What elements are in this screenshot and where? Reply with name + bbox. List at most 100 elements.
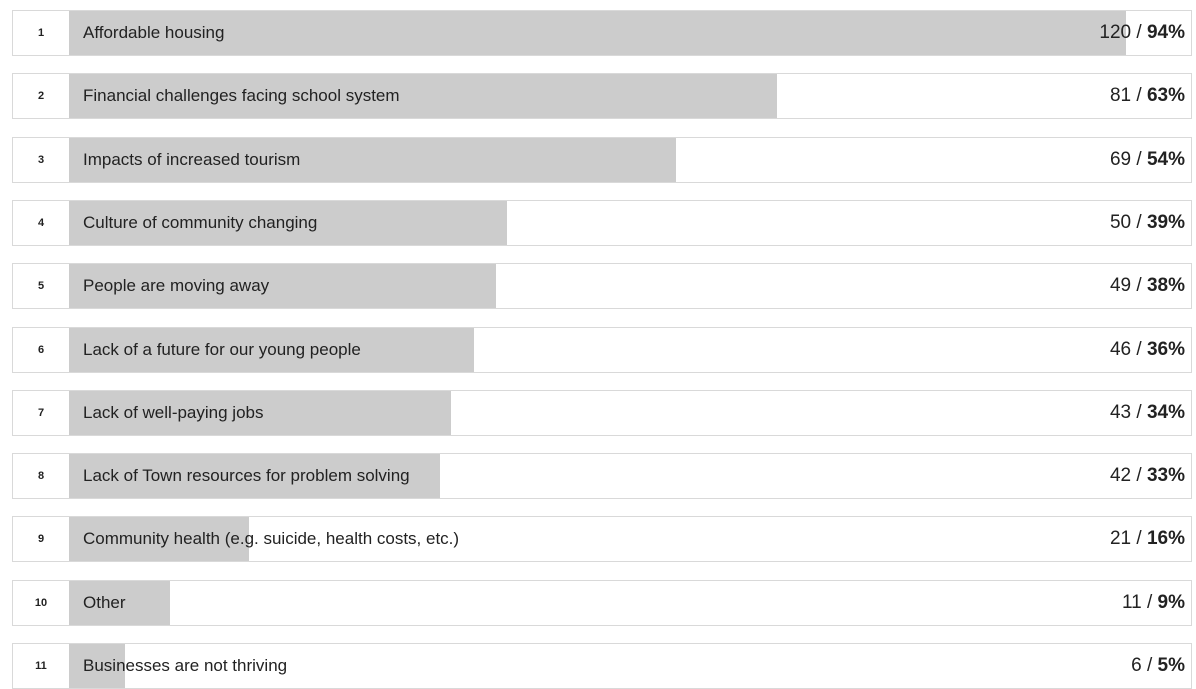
rank-number: 10	[34, 597, 48, 609]
chart-row: 7 Lack of well-paying jobs 43 / 34%	[12, 390, 1192, 436]
rank-number: 4	[37, 217, 45, 229]
count-value: 6	[1131, 655, 1142, 676]
bar	[69, 74, 777, 118]
rank-number: 7	[37, 407, 45, 419]
chart-row: 9 Community health (e.g. suicide, health …	[12, 516, 1192, 562]
separator: /	[1131, 528, 1147, 549]
bar-label: Lack of Town resources for problem solvi…	[83, 466, 410, 485]
bar	[69, 644, 125, 688]
percent-value: 33%	[1146, 465, 1185, 486]
bar	[69, 454, 440, 498]
bar-label: Businesses are not thriving	[83, 656, 288, 675]
data-label: 43 / 34%	[1110, 391, 1185, 435]
count-value: 120	[1099, 22, 1132, 43]
data-label: 49 / 38%	[1110, 264, 1185, 308]
chart-row: 3 Impacts of increased tourism 69 / 54%	[12, 137, 1192, 183]
bar	[69, 138, 676, 182]
rank-number: 9	[37, 533, 45, 545]
chart-row: 1 Affordable housing 120 / 94%	[12, 10, 1192, 56]
chart-row: 6 Lack of a future for our young people 46…	[12, 327, 1192, 373]
bar-area: People are moving away 49 / 38%	[69, 264, 1191, 308]
count-value: 81	[1109, 85, 1132, 106]
data-label: 11 / 9%	[1122, 581, 1185, 625]
rank-number: 2	[37, 90, 45, 102]
data-label: 69 / 54%	[1110, 138, 1185, 182]
percent-value: 36%	[1146, 339, 1185, 360]
bar	[69, 201, 507, 245]
data-label: 46 / 36%	[1110, 328, 1185, 372]
bar-area: Other 11 / 9%	[69, 581, 1191, 625]
bar-area: Financial challenges facing school syste…	[69, 74, 1191, 118]
separator: /	[1131, 402, 1147, 423]
bar-area: Businesses are not thriving 6 / 5%	[69, 644, 1191, 688]
bar-area: Impacts of increased tourism 69 / 54%	[69, 138, 1191, 182]
bar-area: Lack of well-paying jobs 43 / 34%	[69, 391, 1191, 435]
data-label: 50 / 39%	[1110, 201, 1185, 245]
chart-row: 8 Lack of Town resources for problem solv…	[12, 453, 1192, 499]
percent-value: 39%	[1146, 212, 1185, 233]
count-value: 69	[1109, 149, 1132, 170]
bar	[69, 11, 1126, 55]
count-value: 42	[1109, 465, 1132, 486]
bar-area: Lack of Town resources for problem solvi…	[69, 454, 1191, 498]
percent-value: 9%	[1157, 592, 1185, 613]
percent-value: 94%	[1146, 22, 1185, 43]
percent-value: 54%	[1146, 149, 1185, 170]
separator: /	[1141, 655, 1158, 676]
bar-label: Other	[83, 593, 126, 612]
bar-label: Affordable housing	[83, 23, 225, 42]
separator: /	[1131, 465, 1147, 486]
separator: /	[1131, 85, 1147, 106]
separator: /	[1131, 22, 1147, 43]
data-label: 6 / 5%	[1131, 644, 1185, 688]
percent-value: 34%	[1146, 402, 1185, 423]
separator: /	[1131, 275, 1147, 296]
bar	[69, 391, 451, 435]
separator: /	[1131, 212, 1147, 233]
rank-number: 8	[37, 470, 45, 482]
data-label: 21 / 16%	[1110, 517, 1185, 561]
data-label: 120 / 94%	[1099, 11, 1185, 55]
bar-label: Lack of a future for our young people	[83, 340, 361, 359]
count-value: 11	[1121, 592, 1142, 613]
bar-area: Affordable housing 120 / 94%	[69, 11, 1191, 55]
count-value: 43	[1109, 402, 1132, 423]
chart-row: 2 Financial challenges facing school syst…	[12, 73, 1192, 119]
percent-value: 63%	[1146, 85, 1185, 106]
bar-label: Lack of well-paying jobs	[83, 403, 264, 422]
data-label: 42 / 33%	[1110, 454, 1185, 498]
separator: /	[1131, 149, 1147, 170]
count-value: 21	[1109, 528, 1132, 549]
chart-row: 4 Culture of community changing 50 / 39%	[12, 200, 1192, 246]
bar	[69, 581, 170, 625]
rank-number: 11	[35, 660, 47, 672]
separator: /	[1131, 339, 1147, 360]
bar-label: Culture of community changing	[83, 213, 318, 232]
bar	[69, 517, 249, 561]
chart-row: 5 People are moving away 49 / 38%	[12, 263, 1192, 309]
percent-value: 5%	[1157, 655, 1185, 676]
percent-value: 38%	[1146, 275, 1185, 296]
percent-value: 16%	[1146, 528, 1185, 549]
rank-number: 3	[37, 154, 45, 166]
bar	[69, 328, 474, 372]
rank-number: 5	[37, 280, 45, 292]
rank-number: 6	[37, 344, 45, 356]
bar-area: Culture of community changing 50 / 39%	[69, 201, 1191, 245]
data-label: 81 / 63%	[1110, 74, 1185, 118]
bar-label: Impacts of increased tourism	[83, 150, 301, 169]
count-value: 49	[1109, 275, 1132, 296]
rank-number: 1	[37, 27, 45, 39]
chart-row: 11 Businesses are not thriving 6 / 5%	[12, 643, 1192, 689]
chart-row: 10 Other 11 / 9%	[12, 580, 1192, 626]
count-value: 50	[1109, 212, 1132, 233]
bar-area: Lack of a future for our young people 46 …	[69, 328, 1191, 372]
separator: /	[1141, 592, 1158, 613]
bar-label: Community health (e.g. suicide, health c…	[83, 529, 460, 548]
count-value: 46	[1109, 339, 1132, 360]
bar-label: Financial challenges facing school syste…	[83, 86, 400, 105]
bar-label: People are moving away	[83, 276, 270, 295]
bar-area: Community health (e.g. suicide, health c…	[69, 517, 1191, 561]
bar	[69, 264, 496, 308]
